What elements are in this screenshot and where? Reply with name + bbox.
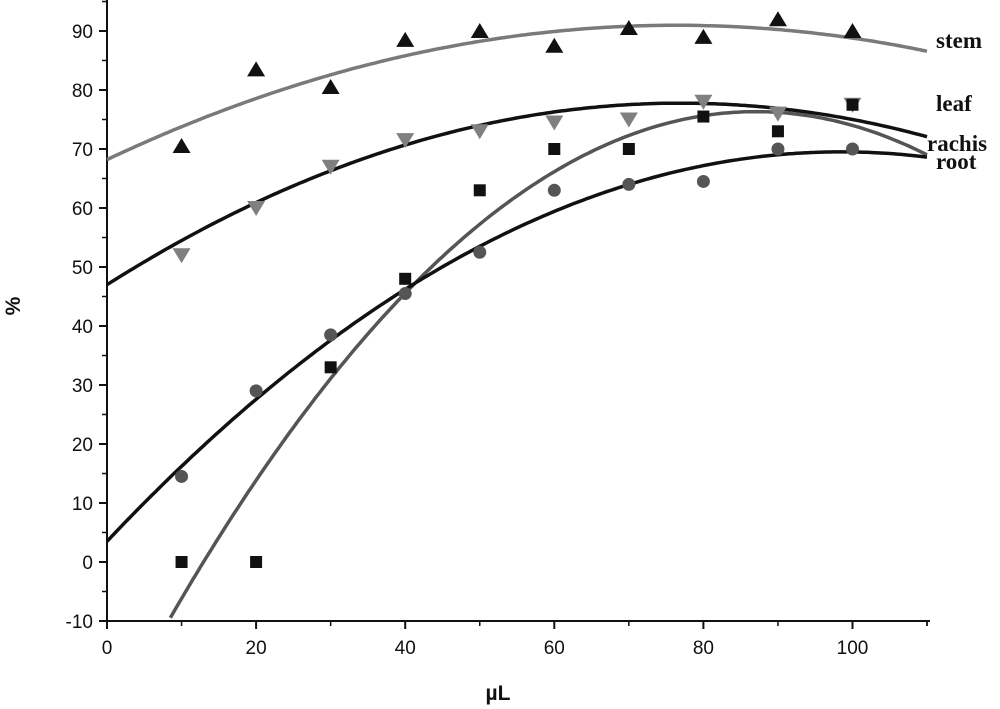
y-tick-label: 60 — [72, 199, 93, 220]
data-point-leaf — [694, 94, 713, 110]
y-tick-label: 90 — [72, 22, 93, 43]
data-point-stem — [470, 23, 489, 38]
data-point-rachis — [548, 143, 561, 155]
y-tick-label: 80 — [72, 81, 93, 102]
data-point-stem — [172, 138, 191, 154]
fit-curve-leaf — [106, 101, 928, 287]
x-tick-label: 0 — [102, 638, 113, 659]
data-markers — [172, 11, 862, 568]
x-tick-label: 40 — [395, 638, 416, 659]
series-label-rachis: rachis — [927, 131, 987, 156]
data-point-stem — [321, 79, 340, 95]
y-tick-label: 50 — [72, 258, 93, 279]
fit-curve-stem — [106, 23, 928, 162]
x-ticks: 0 20 40 60 80 100 — [102, 621, 928, 659]
data-point-leaf — [321, 159, 340, 175]
data-point-root — [846, 142, 859, 156]
data-point-leaf — [619, 112, 638, 128]
data-point-stem — [768, 11, 787, 27]
y-tick-label: 40 — [72, 317, 93, 338]
series-label-root: root — [936, 149, 977, 174]
data-point-rachis — [250, 556, 263, 568]
data-point-root — [175, 469, 189, 483]
fit-curve-rachis — [168, 109, 928, 619]
x-tick-label: 100 — [837, 638, 869, 659]
data-point-rachis — [175, 556, 188, 568]
x-tick-label: 80 — [693, 638, 714, 659]
y-tick-label: 30 — [72, 376, 93, 397]
y-tick-label: -10 — [66, 612, 93, 633]
data-point-stem — [619, 20, 638, 36]
data-point-root — [696, 174, 710, 188]
x-axis-title: µL — [486, 682, 511, 705]
fit-curve-root — [105, 150, 928, 543]
data-point-root — [622, 177, 636, 191]
series-label-leaf: leaf — [936, 91, 972, 116]
data-point-rachis — [846, 98, 859, 111]
data-point-root — [473, 245, 487, 259]
data-point-leaf — [396, 133, 415, 149]
fit-curves — [105, 23, 928, 619]
data-point-leaf — [470, 124, 489, 140]
data-point-stem — [694, 28, 713, 44]
y-tick-label: 20 — [72, 435, 93, 456]
data-point-root — [398, 287, 412, 301]
x-tick-label: 60 — [544, 638, 565, 659]
data-point-root — [547, 183, 561, 197]
data-point-root — [771, 142, 785, 156]
data-point-leaf — [247, 201, 266, 216]
data-point-rachis — [324, 361, 337, 374]
series-label-stem: stem — [936, 28, 982, 53]
data-point-rachis — [399, 272, 412, 285]
data-point-rachis — [473, 184, 486, 197]
data-point-leaf — [172, 248, 191, 264]
data-point-stem — [396, 31, 415, 47]
y-ticks: -10 0 10 20 30 40 50 60 70 80 90 — [66, 0, 107, 633]
data-point-root — [324, 328, 338, 342]
data-point-rachis — [622, 143, 635, 155]
data-point-stem — [545, 37, 564, 53]
x-tick-label: 20 — [246, 638, 267, 659]
data-point-stem — [247, 61, 266, 77]
y-tick-label: 10 — [72, 494, 93, 515]
data-point-leaf — [545, 115, 564, 131]
data-point-rachis — [771, 125, 784, 138]
axes-group — [106, 0, 930, 622]
y-axis-title: % — [2, 296, 25, 315]
data-point-root — [249, 384, 263, 398]
y-tick-label: 70 — [72, 140, 93, 161]
data-point-stem — [843, 23, 862, 38]
data-point-rachis — [697, 110, 710, 123]
y-tick-label: 0 — [82, 553, 93, 574]
data-point-leaf — [768, 106, 787, 122]
